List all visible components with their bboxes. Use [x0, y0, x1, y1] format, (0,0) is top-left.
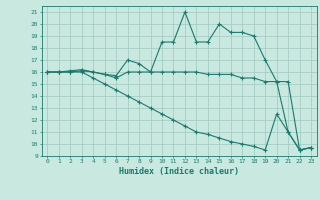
X-axis label: Humidex (Indice chaleur): Humidex (Indice chaleur)	[119, 167, 239, 176]
